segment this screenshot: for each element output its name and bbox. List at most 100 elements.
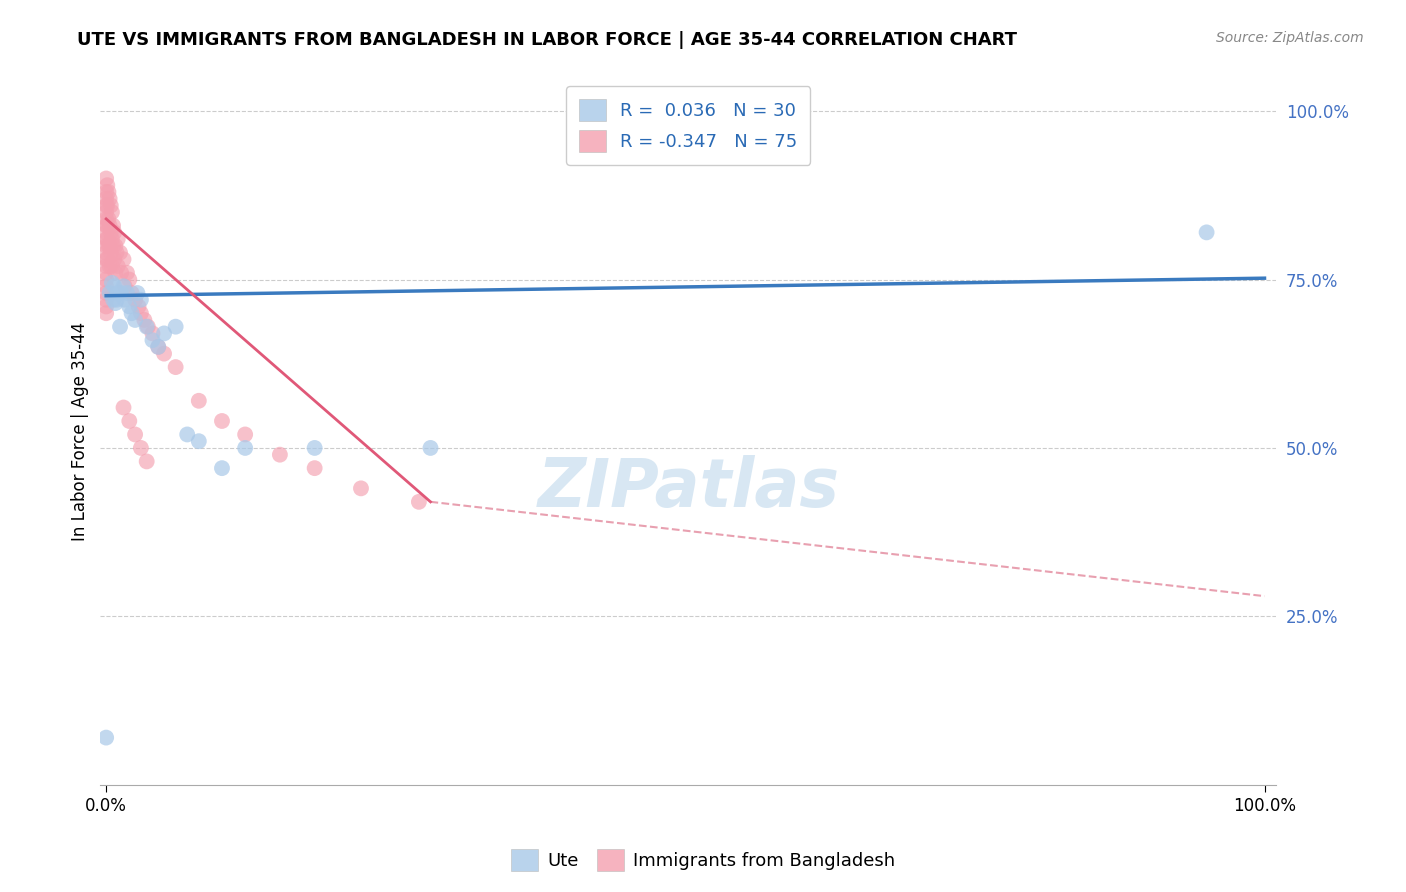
Point xyxy=(108,319,131,334)
Point xyxy=(103,226,125,240)
Point xyxy=(114,279,136,293)
Point xyxy=(97,185,120,199)
Point xyxy=(419,441,441,455)
Point xyxy=(105,293,128,307)
Point xyxy=(94,252,117,267)
Point xyxy=(107,259,129,273)
Point xyxy=(96,198,118,212)
Point xyxy=(135,454,157,468)
Point xyxy=(101,232,124,246)
Point xyxy=(304,441,326,455)
Point xyxy=(96,178,118,193)
Point xyxy=(124,427,146,442)
Point xyxy=(350,481,373,495)
Point xyxy=(101,219,124,233)
Point xyxy=(101,205,124,219)
Point xyxy=(110,266,132,280)
Point xyxy=(94,293,117,307)
Point xyxy=(94,285,117,300)
Point xyxy=(98,192,121,206)
Point xyxy=(94,272,117,286)
Point xyxy=(94,198,117,212)
Point xyxy=(114,293,136,307)
Point xyxy=(108,245,131,260)
Point xyxy=(94,192,117,206)
Point xyxy=(269,448,291,462)
Point xyxy=(94,205,117,219)
Point xyxy=(101,259,124,273)
Point xyxy=(148,340,170,354)
Point xyxy=(94,266,117,280)
Point xyxy=(98,219,121,233)
Point xyxy=(211,461,233,475)
Point xyxy=(135,319,157,334)
Point xyxy=(408,495,430,509)
Point xyxy=(104,296,127,310)
Point xyxy=(97,239,120,253)
Point xyxy=(110,285,132,300)
Point xyxy=(134,313,156,327)
Point xyxy=(124,313,146,327)
Point xyxy=(96,219,118,233)
Point xyxy=(129,293,152,307)
Text: ZIPatlas: ZIPatlas xyxy=(537,455,839,521)
Point xyxy=(96,232,118,246)
Point xyxy=(101,239,124,253)
Point xyxy=(141,333,163,347)
Point xyxy=(211,414,233,428)
Point xyxy=(94,226,117,240)
Point xyxy=(121,306,143,320)
Point xyxy=(118,272,141,286)
Point xyxy=(165,360,187,375)
Point xyxy=(153,346,176,360)
Point xyxy=(233,441,256,455)
Point xyxy=(1195,226,1218,240)
Point xyxy=(103,279,125,293)
Point xyxy=(121,285,143,300)
Point xyxy=(107,232,129,246)
Point xyxy=(112,279,135,293)
Point xyxy=(104,266,127,280)
Point xyxy=(141,326,163,341)
Point xyxy=(115,266,138,280)
Text: UTE VS IMMIGRANTS FROM BANGLADESH IN LABOR FORCE | AGE 35-44 CORRELATION CHART: UTE VS IMMIGRANTS FROM BANGLADESH IN LAB… xyxy=(77,31,1018,49)
Point xyxy=(103,252,125,267)
Point xyxy=(233,427,256,442)
Point xyxy=(100,245,122,260)
Point xyxy=(128,300,150,314)
Point xyxy=(304,461,326,475)
Point xyxy=(118,414,141,428)
Point xyxy=(187,393,209,408)
Point xyxy=(124,293,146,307)
Point xyxy=(98,259,121,273)
Point xyxy=(127,285,149,300)
Point xyxy=(98,285,121,300)
Point xyxy=(94,259,117,273)
Legend: Ute, Immigrants from Bangladesh: Ute, Immigrants from Bangladesh xyxy=(503,842,903,879)
Text: Source: ZipAtlas.com: Source: ZipAtlas.com xyxy=(1216,31,1364,45)
Point xyxy=(96,252,118,267)
Point xyxy=(94,185,117,199)
Point xyxy=(94,171,117,186)
Point xyxy=(187,434,209,449)
Point xyxy=(148,340,170,354)
Legend: R =  0.036   N = 30, R = -0.347   N = 75: R = 0.036 N = 30, R = -0.347 N = 75 xyxy=(567,87,810,165)
Point xyxy=(112,401,135,415)
Point xyxy=(100,198,122,212)
Point xyxy=(176,427,198,442)
Y-axis label: In Labor Force | Age 35-44: In Labor Force | Age 35-44 xyxy=(72,321,89,541)
Point xyxy=(112,252,135,267)
Point xyxy=(101,293,124,307)
Point xyxy=(107,285,129,300)
Point xyxy=(129,306,152,320)
Point xyxy=(118,300,141,314)
Point xyxy=(94,731,117,745)
Point xyxy=(98,239,121,253)
Point xyxy=(94,245,117,260)
Point xyxy=(94,306,117,320)
Point xyxy=(153,326,176,341)
Point xyxy=(94,211,117,226)
Point xyxy=(115,285,138,300)
Point xyxy=(104,239,127,253)
Point xyxy=(129,441,152,455)
